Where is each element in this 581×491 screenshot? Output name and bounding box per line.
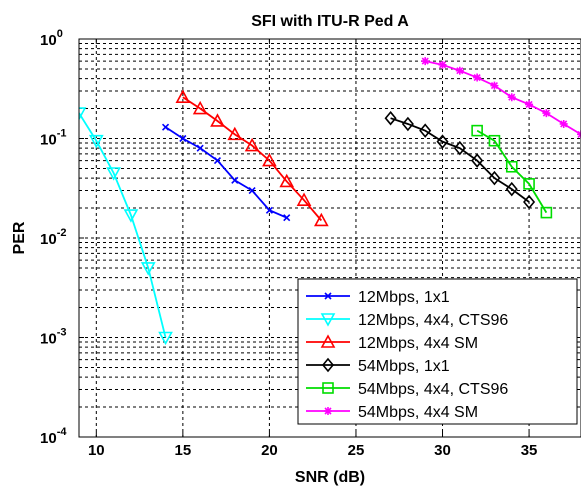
series-layer xyxy=(79,57,581,346)
x-tick-label: 25 xyxy=(348,442,365,459)
data-point xyxy=(488,170,501,186)
data-point xyxy=(401,116,414,132)
data-point xyxy=(490,81,499,90)
data-point xyxy=(505,181,518,197)
y-tick-labels: 100 10-1 10-2 10-3 10-4 xyxy=(40,28,67,447)
data-point xyxy=(507,93,516,102)
data-point xyxy=(542,109,551,118)
data-point xyxy=(158,331,173,346)
legend-entry: 54Mbps, 4x4, CTS96 xyxy=(306,381,508,398)
legend-entry: 54Mbps, 4x4 SM xyxy=(306,404,478,421)
y-tick-label: 10-2 xyxy=(40,227,66,248)
data-point xyxy=(123,209,139,223)
x-tick-labels: 10 15 20 25 30 35 xyxy=(88,442,537,459)
chart-title: SFI with ITU-R Ped A xyxy=(251,13,409,30)
series-1 xyxy=(161,123,291,222)
data-point xyxy=(313,212,329,227)
data-point xyxy=(324,407,332,415)
data-point xyxy=(523,178,535,190)
data-point xyxy=(540,206,553,219)
data-point xyxy=(523,194,536,210)
series-line xyxy=(165,126,288,219)
x-axis-label: SNR (dB) xyxy=(295,469,365,486)
y-tick-label: 10-4 xyxy=(40,426,67,447)
y-tick-label: 10-3 xyxy=(40,327,66,348)
series-3 xyxy=(175,89,329,227)
data-point xyxy=(322,382,334,394)
data-point xyxy=(438,60,447,69)
data-point xyxy=(473,73,482,82)
legend-label: 12Mbps, 1x1 xyxy=(358,289,450,306)
data-point xyxy=(161,123,170,131)
y-tick-label: 10-1 xyxy=(40,128,66,149)
data-point xyxy=(488,134,501,147)
series-line xyxy=(390,117,530,203)
legend-box xyxy=(297,278,578,425)
data-point xyxy=(231,176,239,184)
x-tick-label: 15 xyxy=(175,442,192,459)
data-point xyxy=(324,292,332,300)
data-point xyxy=(320,334,336,348)
data-point xyxy=(525,100,534,109)
data-point xyxy=(265,206,273,214)
data-point xyxy=(453,140,466,156)
data-point xyxy=(321,357,335,373)
legend-entry: 12Mbps, 1x1 xyxy=(306,289,450,306)
legend-label: 12Mbps, 4x4, CTS96 xyxy=(358,312,508,329)
data-point xyxy=(213,157,222,165)
legend-label: 54Mbps, 1x1 xyxy=(358,358,450,375)
series-2 xyxy=(79,107,173,346)
y-axis-label: PER xyxy=(11,221,28,254)
legend-label: 12Mbps, 4x4 SM xyxy=(358,335,478,352)
x-tick-label: 30 xyxy=(434,442,451,459)
data-point xyxy=(175,89,191,104)
data-point xyxy=(279,173,295,188)
legend-label: 54Mbps, 4x4, CTS96 xyxy=(358,381,508,398)
legend-label: 54Mbps, 4x4 SM xyxy=(358,404,478,421)
data-point xyxy=(455,66,464,75)
data-point xyxy=(471,153,484,168)
data-point xyxy=(179,134,187,143)
data-point xyxy=(196,144,204,152)
data-point xyxy=(244,137,260,152)
legend-entry: 54Mbps, 1x1 xyxy=(306,357,450,375)
data-point xyxy=(559,119,568,128)
data-point xyxy=(471,124,483,137)
legend: 12Mbps, 1x1 12Mbps, 4x4, CTS96 12Mbps, 4x4… xyxy=(297,278,578,425)
data-point xyxy=(505,160,518,173)
data-point xyxy=(419,123,432,138)
ticks xyxy=(79,38,530,438)
data-point xyxy=(421,57,430,66)
data-point xyxy=(262,152,277,167)
data-point xyxy=(79,107,87,121)
x-tick-label: 35 xyxy=(521,442,538,459)
data-point xyxy=(227,126,243,141)
legend-entry: 12Mbps, 4x4 SM xyxy=(306,334,478,352)
series-5 xyxy=(471,124,553,219)
series-4 xyxy=(384,110,536,210)
data-point xyxy=(106,167,121,181)
data-point xyxy=(436,134,449,149)
series-6 xyxy=(421,57,581,139)
data-point xyxy=(248,186,256,195)
data-point xyxy=(384,110,397,126)
data-point xyxy=(140,262,156,276)
data-point xyxy=(296,192,312,206)
data-point xyxy=(320,313,336,327)
data-point xyxy=(283,214,291,222)
data-point xyxy=(210,113,225,127)
legend-entry: 12Mbps, 4x4, CTS96 xyxy=(306,312,508,329)
x-tick-label: 10 xyxy=(88,442,105,459)
data-point xyxy=(88,134,104,149)
series-line xyxy=(425,60,581,136)
y-tick-label: 100 xyxy=(40,28,63,49)
data-point xyxy=(192,100,208,115)
x-tick-label: 20 xyxy=(261,442,278,459)
